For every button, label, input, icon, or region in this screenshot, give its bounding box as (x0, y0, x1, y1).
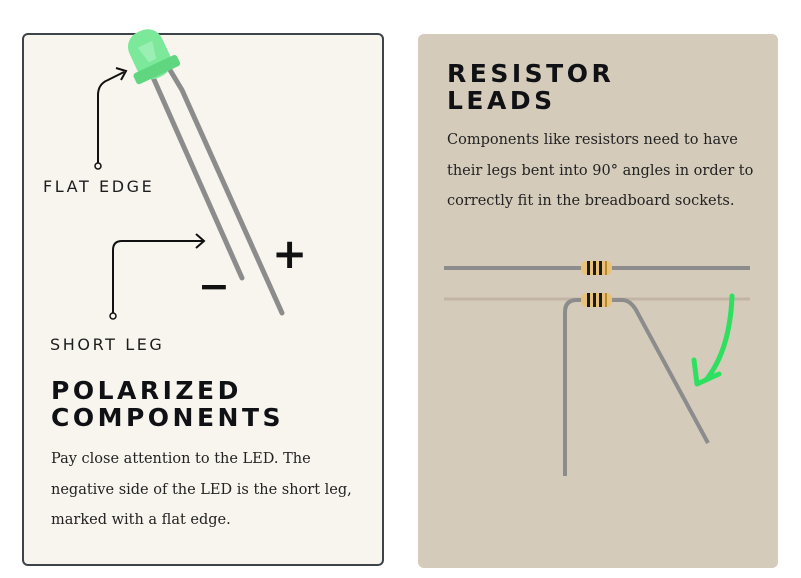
polarized-body-line: marked with a flat edge. (51, 512, 231, 528)
resistor-bent-lead-left (563, 298, 583, 476)
led-short-leg (149, 72, 245, 281)
polarized-body-line: negative side of the LED is the short le… (51, 481, 352, 498)
resistor-title-line2: LEADS (447, 86, 556, 115)
resistor-straight-body-icon (581, 261, 612, 275)
polarized-title-line2: COMPONENTS (51, 403, 285, 432)
bend-direction-arrowhead-icon (691, 357, 722, 387)
polarized-title-line1: POLARIZED (51, 376, 242, 405)
led-icon (127, 29, 181, 85)
short-leg-arrowhead-icon (195, 233, 206, 249)
resistor-body-line: Components like resistors need to have (447, 132, 738, 148)
flat-edge-label: FLAT EDGE (43, 177, 155, 196)
polarized-body: Pay close attention to the LED. The nega… (51, 444, 371, 536)
negative-sign: − (198, 264, 230, 308)
bend-direction-arrow (703, 293, 735, 383)
resistor-body: Components like resistors need to have t… (447, 125, 767, 217)
resistor-bent-lead-right (610, 298, 710, 444)
resistor-bent-body-icon (581, 293, 612, 307)
flat-edge-arrow (97, 71, 125, 165)
resistor-title-line1: RESISTOR (447, 59, 615, 88)
resistor-body-line: their legs bent into 90° angles in order… (447, 162, 754, 179)
short-leg-label: SHORT LEG (50, 335, 165, 354)
flat-edge-arrowhead-icon (115, 67, 128, 81)
led-long-leg (167, 67, 285, 316)
positive-sign: + (272, 229, 308, 278)
resistor-body-line: correctly fit in the breadboard sockets. (447, 193, 735, 209)
polarized-components-card (22, 33, 384, 566)
polarized-body-line: Pay close attention to the LED. The (51, 451, 311, 467)
short-leg-arrow (112, 240, 203, 315)
